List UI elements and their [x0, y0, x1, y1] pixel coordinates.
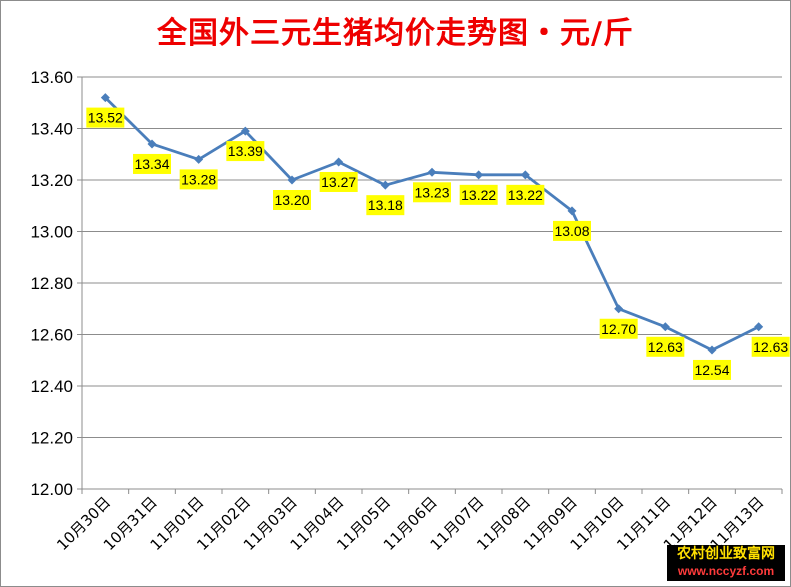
data-label: 13.08	[554, 223, 589, 239]
data-point	[287, 175, 297, 185]
data-label: 12.63	[753, 339, 788, 355]
data-label-box	[751, 336, 790, 357]
x-axis-ticks: 10月30日10月31日11月01日11月02日11月03日11月04日11月0…	[53, 493, 767, 554]
y-tick-label: 13.60	[30, 68, 73, 87]
data-label: 13.27	[321, 174, 356, 190]
data-label-box	[319, 171, 358, 192]
data-point	[147, 139, 157, 149]
axes	[77, 76, 783, 494]
y-tick-label: 12.40	[30, 377, 73, 396]
data-label: 12.70	[601, 321, 636, 337]
data-point	[334, 157, 344, 167]
data-point	[567, 206, 577, 216]
y-tick-label: 13.20	[30, 171, 73, 190]
y-tick-label: 13.00	[30, 223, 73, 242]
data-label: 13.22	[508, 187, 543, 203]
data-label-box	[693, 359, 731, 380]
data-label: 13.22	[461, 187, 496, 203]
data-label: 13.34	[134, 156, 169, 172]
data-label: 13.52	[88, 110, 123, 126]
data-label: 12.63	[648, 339, 683, 355]
y-tick-label: 12.00	[30, 480, 73, 499]
data-labels: 13.52 13.34 13.28 13.39 13.20 13.27 13.18 13.23…	[86, 107, 790, 380]
data-label-box	[86, 107, 125, 128]
watermark-logo: 农村创业致富网 www.nccyzf.com	[667, 545, 785, 581]
data-label: 13.28	[181, 171, 216, 187]
data-label-box	[273, 190, 311, 210]
data-label-box	[459, 184, 498, 205]
data-point	[520, 170, 530, 180]
data-label-box	[179, 169, 218, 190]
series	[100, 93, 764, 355]
data-point	[427, 167, 437, 177]
data-point	[660, 322, 670, 332]
data-point	[614, 304, 624, 314]
data-point	[707, 345, 717, 355]
watermark-url: www.nccyzf.com	[677, 564, 775, 578]
data-point	[754, 322, 764, 332]
y-axis-ticks: 12.00 12.20 12.40 12.60 12.80 13.00 13.20 13.40…	[30, 68, 73, 499]
data-label-box	[646, 336, 685, 357]
gridlines	[82, 76, 782, 490]
data-label-box	[413, 182, 451, 203]
data-label: 12.54	[694, 362, 729, 378]
y-tick-label: 13.40	[30, 120, 73, 139]
data-point	[380, 180, 390, 190]
watermark-name: 农村创业致富网	[677, 546, 775, 562]
y-tick-label: 12.80	[30, 274, 73, 293]
data-label-box	[553, 220, 591, 241]
data-label-box	[133, 153, 171, 174]
data-point	[100, 93, 110, 103]
series-line	[104, 96, 760, 352]
data-label-box	[366, 195, 405, 216]
y-tick-label: 12.20	[30, 429, 73, 448]
data-label-box	[226, 141, 265, 162]
data-point	[240, 126, 250, 136]
y-tick-label: 12.60	[30, 326, 73, 345]
data-label: 13.39	[228, 143, 263, 159]
chart-title: 全国外三元生猪均价走势图・元/斤	[157, 16, 634, 51]
data-label: 13.23	[414, 184, 449, 200]
data-label: 13.20	[274, 192, 309, 208]
data-point	[474, 170, 484, 180]
data-label: 13.18	[368, 197, 403, 213]
data-label-box	[599, 318, 638, 339]
data-point	[194, 154, 204, 164]
data-label-box	[506, 184, 545, 205]
